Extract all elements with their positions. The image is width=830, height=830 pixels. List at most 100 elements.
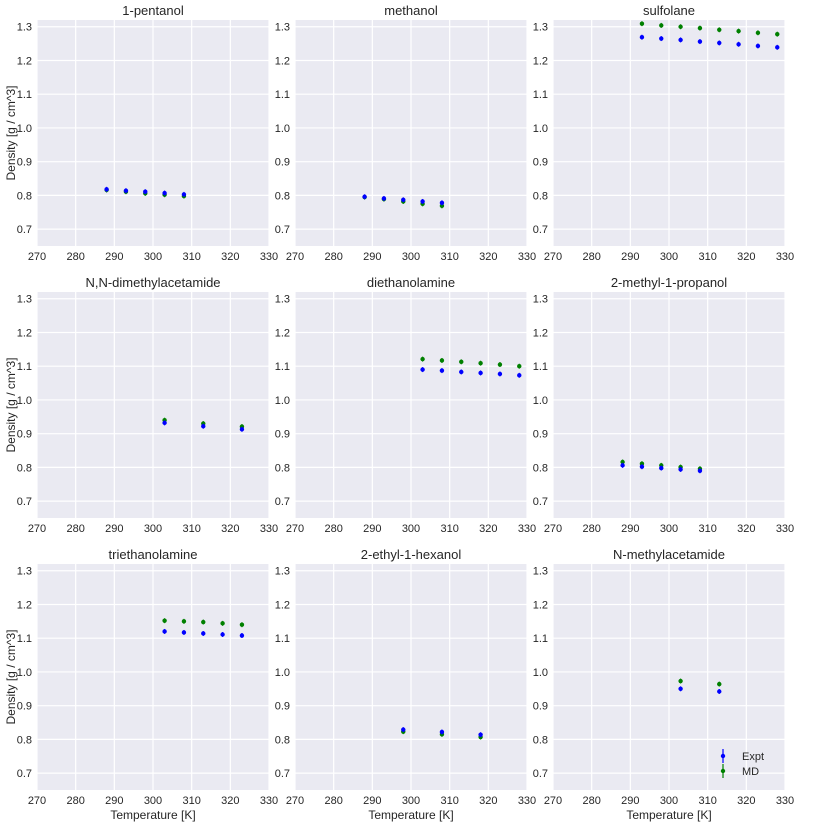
x-tick-label: 330 xyxy=(260,251,278,263)
data-point-expt xyxy=(162,190,167,196)
x-tick-label: 270 xyxy=(544,523,562,535)
x-tick-label: 310 xyxy=(440,795,458,807)
x-tick-label: 330 xyxy=(518,523,536,535)
x-tick-label: 320 xyxy=(479,523,497,535)
x-tick-label: 300 xyxy=(144,523,162,535)
x-tick-label: 310 xyxy=(440,523,458,535)
x-tick-label: 310 xyxy=(182,795,200,807)
data-point-expt xyxy=(678,467,683,472)
x-tick-label: 280 xyxy=(324,251,342,263)
legend-marker xyxy=(720,753,726,759)
x-tick-label: 320 xyxy=(737,251,755,263)
x-tick-label: 300 xyxy=(660,251,678,263)
x-tick-label: 280 xyxy=(582,795,600,807)
data-point-expt xyxy=(181,630,187,635)
data-point-expt xyxy=(717,40,722,46)
y-tick-label: 0.9 xyxy=(275,701,290,713)
y-tick-label: 1.3 xyxy=(533,22,548,34)
subplot-title: 2-ethyl-1-hexanol xyxy=(361,547,462,562)
x-tick-label: 300 xyxy=(402,251,420,263)
data-point-expt xyxy=(697,39,703,44)
y-tick-label: 1.1 xyxy=(17,633,32,645)
data-point-expt xyxy=(439,729,445,735)
data-point-expt xyxy=(420,199,425,204)
y-tick-label: 1.2 xyxy=(17,327,32,339)
y-tick-label: 0.7 xyxy=(17,496,32,508)
data-point-expt xyxy=(459,369,464,375)
subplot-0: 270 280 290 300 310 320 330 0.7 0.8 0.9 1.0 1.1 1.2 1… xyxy=(4,3,278,263)
x-tick-label: 270 xyxy=(544,795,562,807)
x-tick-label: 330 xyxy=(518,251,536,263)
data-point-md xyxy=(717,681,722,687)
data-point-expt xyxy=(736,42,741,47)
y-tick-label: 1.3 xyxy=(17,294,32,306)
subplot-8: 270 280 290 300 310 320 330 0.7 0.8 0.9 1.0 1.1 1.2 1… xyxy=(533,547,794,822)
y-tick-label: 0.9 xyxy=(17,429,32,441)
y-tick-label: 1.3 xyxy=(533,566,548,578)
y-axis-label: Density [g / cm^3] xyxy=(4,630,18,725)
y-tick-label: 0.7 xyxy=(533,224,548,236)
data-point-expt xyxy=(143,189,148,194)
data-point-expt xyxy=(497,371,503,377)
data-point-md xyxy=(717,27,722,32)
x-tick-label: 290 xyxy=(105,251,123,263)
y-tick-label: 0.9 xyxy=(17,157,32,169)
x-tick-label: 320 xyxy=(221,523,239,535)
y-tick-label: 1.0 xyxy=(275,123,290,135)
data-point-md xyxy=(517,364,522,369)
data-point-md xyxy=(239,622,245,627)
x-tick-label: 300 xyxy=(660,523,678,535)
x-tick-label: 280 xyxy=(66,251,84,263)
x-tick-label: 310 xyxy=(698,523,716,535)
y-tick-label: 1.0 xyxy=(17,395,32,407)
x-tick-label: 330 xyxy=(776,251,794,263)
x-tick-label: 270 xyxy=(286,523,304,535)
data-point-expt xyxy=(401,197,406,202)
x-tick-label: 290 xyxy=(105,795,123,807)
data-point-expt xyxy=(717,689,722,694)
y-tick-label: 1.1 xyxy=(275,361,290,373)
data-point-md xyxy=(678,678,683,684)
data-point-md xyxy=(755,30,761,36)
y-tick-label: 1.0 xyxy=(533,667,548,679)
data-point-expt xyxy=(401,727,406,732)
data-point-md xyxy=(478,360,483,366)
y-tick-label: 1.2 xyxy=(533,327,548,339)
y-tick-label: 1.1 xyxy=(275,89,290,101)
y-tick-label: 1.2 xyxy=(275,327,290,339)
y-tick-label: 1.3 xyxy=(17,566,32,578)
y-tick-label: 0.9 xyxy=(275,429,290,441)
data-point-md xyxy=(420,356,425,362)
x-tick-label: 320 xyxy=(737,795,755,807)
subplot-title: 1-pentanol xyxy=(122,3,184,18)
y-tick-label: 1.3 xyxy=(275,294,290,306)
x-tick-label: 330 xyxy=(260,795,278,807)
data-point-expt xyxy=(697,468,703,473)
data-point-md xyxy=(439,203,445,209)
subplot-title: methanol xyxy=(384,3,438,18)
x-tick-label: 280 xyxy=(66,795,84,807)
x-tick-label: 300 xyxy=(402,523,420,535)
y-tick-label: 0.8 xyxy=(17,462,32,474)
data-point-md xyxy=(181,619,187,624)
data-point-md xyxy=(220,621,225,626)
subplot-title: N,N-dimethylacetamide xyxy=(85,275,220,290)
y-tick-label: 0.9 xyxy=(275,157,290,169)
x-axis-label: Temperature [K] xyxy=(368,808,453,822)
x-tick-label: 270 xyxy=(286,251,304,263)
x-tick-label: 280 xyxy=(66,523,84,535)
x-tick-label: 310 xyxy=(698,795,716,807)
data-point-expt xyxy=(620,463,625,468)
y-tick-label: 1.1 xyxy=(275,633,290,645)
x-tick-label: 310 xyxy=(698,251,716,263)
y-tick-label: 0.9 xyxy=(533,701,548,713)
data-point-expt xyxy=(775,45,780,50)
data-point-expt xyxy=(162,629,167,634)
y-tick-label: 0.8 xyxy=(275,190,290,202)
data-point-md xyxy=(639,21,645,26)
data-point-expt xyxy=(381,196,387,201)
x-tick-label: 270 xyxy=(28,795,46,807)
data-point-expt xyxy=(220,632,225,637)
legend-label: Expt xyxy=(742,751,764,763)
subplot-title: sulfolane xyxy=(643,3,695,18)
